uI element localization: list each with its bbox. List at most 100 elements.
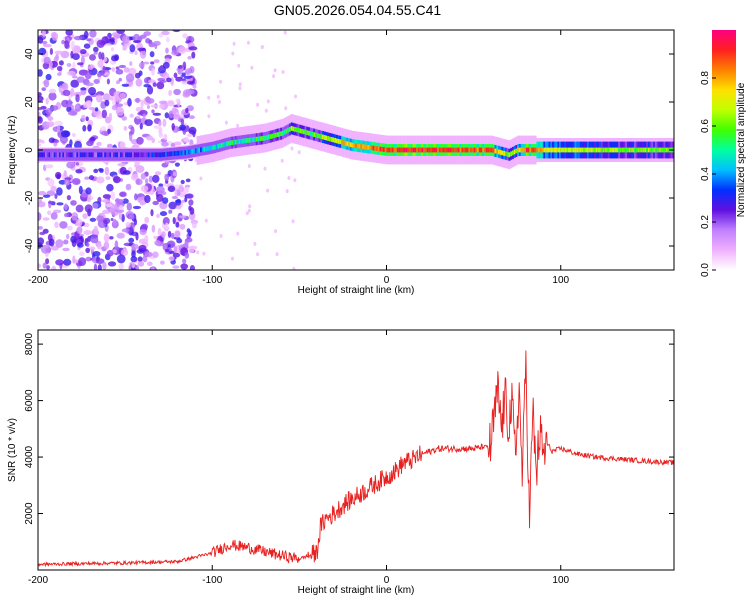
- noise-speckle: [150, 209, 154, 217]
- noise-speckle: [72, 75, 78, 79]
- noise-speckle: [133, 40, 142, 44]
- ridge-core: [322, 134, 324, 140]
- noise-speckle: [231, 256, 234, 261]
- noise-speckle: [78, 257, 87, 266]
- ridge-core: [557, 147, 560, 153]
- noise-speckle: [143, 31, 151, 36]
- ridge-core: [271, 133, 274, 139]
- ridge-core: [339, 139, 342, 145]
- ridge-core: [142, 152, 145, 158]
- noise-speckle: [66, 70, 76, 76]
- ridge-core: [130, 152, 133, 158]
- spectrogram-y-axis-label: Frequency (Hz): [7, 116, 18, 185]
- colorbar-tick-label: 0.0: [700, 263, 711, 277]
- ridge-core: [316, 133, 319, 138]
- noise-speckle: [125, 221, 131, 228]
- ridge-core: [489, 147, 492, 153]
- ridge-core: [578, 147, 581, 153]
- noise-speckle: [173, 72, 178, 79]
- noise-speckle: [168, 255, 175, 262]
- noise-speckle: [96, 215, 105, 223]
- noise-speckle: [188, 205, 192, 211]
- ridge-core: [367, 145, 370, 150]
- colorbar-tick-label: 0.6: [700, 119, 711, 133]
- noise-speckle: [75, 162, 80, 166]
- ridge-core: [168, 151, 171, 157]
- noise-speckle: [185, 107, 189, 114]
- noise-speckle: [287, 176, 291, 180]
- noise-speckle: [56, 187, 63, 196]
- ridge-core: [660, 147, 663, 153]
- noise-speckle: [79, 251, 85, 256]
- noise-speckle: [253, 241, 257, 246]
- noise-speckle: [184, 252, 190, 259]
- ridge-core: [351, 142, 354, 148]
- noise-speckle: [128, 81, 134, 86]
- noise-speckle: [39, 231, 46, 236]
- noise-speckle: [63, 170, 67, 177]
- spectrogram-marks: [38, 30, 674, 270]
- noise-speckle: [106, 183, 114, 192]
- noise-speckle: [82, 125, 87, 132]
- ridge-core: [424, 147, 427, 153]
- noise-speckle: [46, 121, 55, 127]
- ridge-core: [250, 137, 253, 143]
- noise-speckle: [43, 44, 52, 48]
- noise-speckle: [182, 33, 188, 39]
- ridge-core: [522, 147, 525, 153]
- ridge-core: [639, 147, 642, 153]
- noise-speckle: [42, 40, 48, 45]
- noise-speckle: [106, 143, 113, 149]
- ridge-core: [187, 149, 190, 155]
- ridge-core: [104, 152, 107, 158]
- ridge-core: [588, 147, 591, 153]
- noise-speckle: [38, 69, 43, 77]
- ridge-core: [440, 147, 443, 153]
- ridge-core: [478, 147, 481, 153]
- ridge-core: [212, 145, 215, 150]
- noise-speckle: [104, 43, 112, 47]
- ridge-core: [330, 137, 333, 142]
- noise-speckle: [139, 34, 147, 39]
- ridge-core: [379, 146, 382, 152]
- ridge-core: [301, 128, 304, 134]
- ridge-core: [57, 152, 60, 158]
- noise-speckle: [43, 79, 50, 88]
- noise-speckle: [159, 80, 167, 83]
- noise-speckle: [47, 200, 56, 205]
- ridge-core: [457, 147, 460, 153]
- noise-speckle: [171, 123, 175, 131]
- ridge-core: [308, 130, 311, 136]
- ridge-core: [541, 147, 544, 153]
- ridge-core: [309, 131, 312, 137]
- ridge-core: [513, 149, 516, 155]
- noise-speckle: [184, 240, 189, 249]
- ridge-core: [92, 152, 94, 158]
- noise-speckle: [185, 178, 191, 183]
- ridge-core: [184, 150, 187, 155]
- noise-speckle: [156, 186, 165, 194]
- ridge-core: [433, 147, 436, 153]
- noise-speckle: [179, 223, 186, 230]
- ridge-core: [355, 143, 358, 149]
- noise-speckle: [112, 249, 117, 254]
- noise-speckle: [134, 50, 138, 55]
- noise-speckle: [128, 67, 137, 76]
- ridge-core: [649, 147, 652, 153]
- ridge-core: [329, 136, 331, 142]
- noise-speckle: [96, 39, 105, 48]
- ridge-core: [552, 147, 554, 153]
- ridge-core: [560, 147, 563, 153]
- ridge-core: [546, 147, 549, 153]
- noise-speckle: [115, 69, 124, 75]
- ridge-core: [88, 152, 91, 158]
- ridge-core: [520, 147, 523, 153]
- x-tick-label: -100: [202, 575, 222, 586]
- ridge-core: [290, 126, 293, 131]
- colorbar-tick-label: 0.4: [700, 167, 711, 181]
- noise-speckle: [70, 40, 75, 50]
- ridge-core: [62, 152, 65, 158]
- noise-speckle: [144, 194, 151, 204]
- ridge-core: [374, 145, 377, 151]
- noise-speckle: [137, 261, 145, 267]
